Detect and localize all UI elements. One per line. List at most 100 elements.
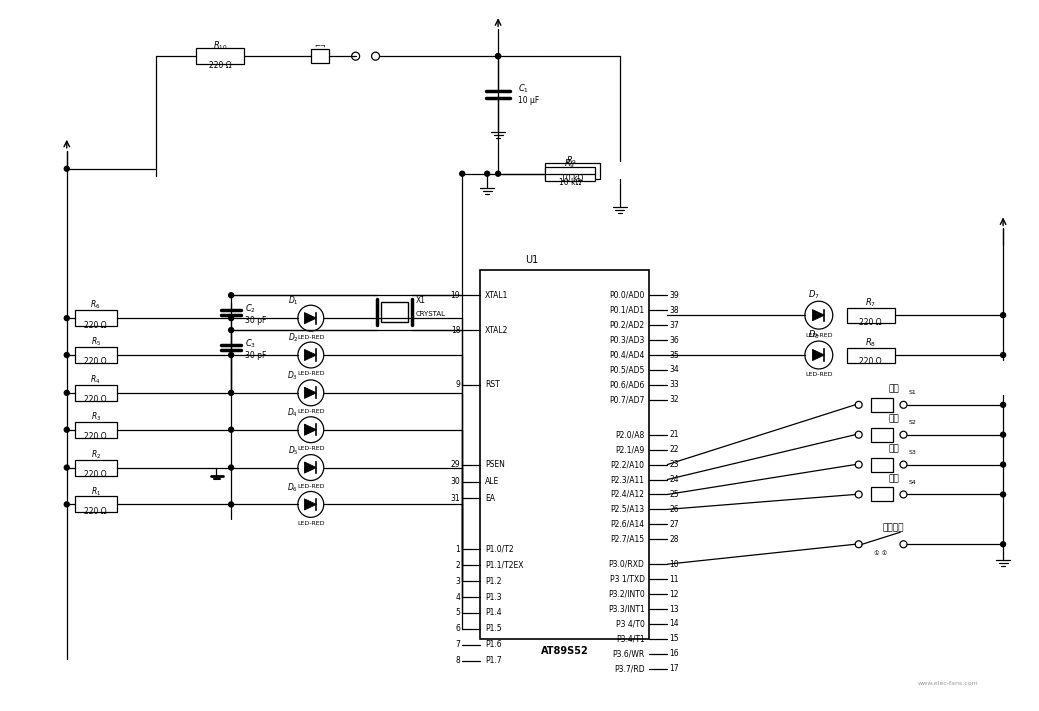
- Text: 26: 26: [669, 505, 680, 514]
- Circle shape: [64, 166, 70, 171]
- Circle shape: [1001, 353, 1006, 358]
- Text: P2.3/A11: P2.3/A11: [611, 475, 644, 484]
- Circle shape: [351, 52, 359, 60]
- Text: LED-RED: LED-RED: [297, 371, 324, 376]
- Text: 1: 1: [455, 545, 460, 554]
- Text: 220 Ω: 220 Ω: [84, 507, 107, 516]
- Bar: [871, 488, 893, 501]
- Text: ALE: ALE: [485, 477, 500, 486]
- Circle shape: [496, 54, 501, 59]
- Text: 10 μF: 10 μF: [518, 97, 539, 105]
- Text: $D_6$: $D_6$: [288, 481, 298, 493]
- Polygon shape: [304, 387, 317, 398]
- Text: S1: S1: [908, 390, 916, 395]
- Text: 30 pF: 30 pF: [245, 316, 266, 325]
- Text: P0.4/AD4: P0.4/AD4: [609, 351, 644, 360]
- Text: P3.2/INT0: P3.2/INT0: [608, 589, 644, 599]
- Bar: [75, 496, 116, 513]
- Text: 24: 24: [669, 475, 680, 484]
- Text: 220 Ω: 220 Ω: [209, 60, 232, 70]
- Text: P0.7/AD7: P0.7/AD7: [609, 395, 644, 405]
- Text: 220 Ω: 220 Ω: [84, 432, 107, 442]
- Bar: [847, 348, 895, 363]
- Circle shape: [64, 427, 70, 432]
- Text: P2.5/A13: P2.5/A13: [610, 505, 644, 514]
- Bar: [75, 347, 116, 363]
- Bar: [480, 270, 649, 639]
- Polygon shape: [304, 349, 317, 360]
- Circle shape: [229, 465, 234, 470]
- Text: LED-RED: LED-RED: [297, 335, 324, 340]
- Text: S4: S4: [908, 480, 916, 485]
- Text: P1.5: P1.5: [485, 624, 502, 634]
- Text: XTAL1: XTAL1: [485, 291, 508, 300]
- Text: 7: 7: [455, 641, 460, 649]
- Text: 30: 30: [451, 477, 460, 486]
- Text: $R_1$: $R_1$: [90, 485, 101, 498]
- Text: 15: 15: [669, 634, 680, 643]
- Text: $R_8$: $R_8$: [865, 337, 876, 349]
- Circle shape: [805, 341, 833, 369]
- Circle shape: [229, 353, 234, 358]
- Text: LED-RED: LED-RED: [297, 446, 324, 451]
- Text: 8: 8: [455, 656, 460, 665]
- Text: $R_4$: $R_4$: [90, 374, 101, 386]
- Circle shape: [229, 293, 234, 298]
- Text: AT89S52: AT89S52: [541, 646, 589, 656]
- Text: U1: U1: [525, 255, 538, 265]
- Polygon shape: [304, 313, 317, 324]
- Text: P2.4/A12: P2.4/A12: [611, 490, 644, 499]
- Text: www.elec-fans.com: www.elec-fans.com: [917, 681, 978, 686]
- Text: LED-RED: LED-RED: [805, 373, 832, 378]
- Text: CRYSTAL: CRYSTAL: [416, 311, 446, 317]
- Text: 19: 19: [451, 291, 460, 300]
- Text: 32: 32: [669, 395, 680, 405]
- Circle shape: [298, 380, 324, 406]
- Text: P1.2: P1.2: [485, 577, 502, 586]
- Bar: [196, 48, 244, 64]
- Circle shape: [1001, 492, 1006, 497]
- Text: LED-RED: LED-RED: [297, 410, 324, 415]
- Text: $R_2$: $R_2$: [90, 449, 101, 461]
- Circle shape: [298, 454, 324, 481]
- Circle shape: [855, 491, 862, 498]
- Text: 3: 3: [455, 577, 460, 586]
- Text: S3: S3: [908, 450, 916, 455]
- Text: 檢查: 檢查: [888, 444, 899, 453]
- Text: 37: 37: [669, 321, 680, 330]
- Text: P0.0/AD0: P0.0/AD0: [609, 291, 644, 300]
- Text: 18: 18: [451, 326, 460, 335]
- Circle shape: [855, 461, 862, 468]
- Text: P2.2/A10: P2.2/A10: [611, 460, 644, 469]
- Text: EA: EA: [485, 494, 496, 503]
- Text: 25: 25: [669, 490, 680, 499]
- Text: 220 Ω: 220 Ω: [84, 321, 107, 330]
- Text: 33: 33: [669, 380, 680, 390]
- Text: 220 Ω: 220 Ω: [859, 358, 882, 366]
- Text: P3.6/WR: P3.6/WR: [612, 649, 644, 658]
- Circle shape: [855, 401, 862, 408]
- Text: $R_6$: $R_6$: [90, 299, 101, 311]
- Text: $R_3$: $R_3$: [90, 410, 101, 423]
- Text: P3 4/T0: P3 4/T0: [616, 619, 644, 629]
- Text: LED-RED: LED-RED: [297, 484, 324, 489]
- Circle shape: [855, 431, 862, 438]
- Circle shape: [900, 461, 907, 468]
- Bar: [871, 398, 893, 412]
- Text: 28: 28: [669, 535, 678, 544]
- Text: 10: 10: [669, 560, 680, 569]
- Text: P0.5/AD5: P0.5/AD5: [609, 365, 644, 375]
- Bar: [311, 49, 328, 63]
- Circle shape: [1001, 462, 1006, 467]
- Text: 4: 4: [455, 592, 460, 602]
- Polygon shape: [304, 462, 317, 473]
- Circle shape: [229, 502, 234, 507]
- Text: 5: 5: [455, 609, 460, 617]
- Polygon shape: [304, 424, 317, 435]
- Text: 左轉: 左轉: [888, 385, 899, 393]
- Text: 220 Ω: 220 Ω: [84, 358, 107, 366]
- Circle shape: [855, 541, 862, 547]
- Text: XTAL2: XTAL2: [485, 326, 508, 335]
- Circle shape: [459, 171, 464, 176]
- Text: $D_4$: $D_4$: [288, 407, 298, 419]
